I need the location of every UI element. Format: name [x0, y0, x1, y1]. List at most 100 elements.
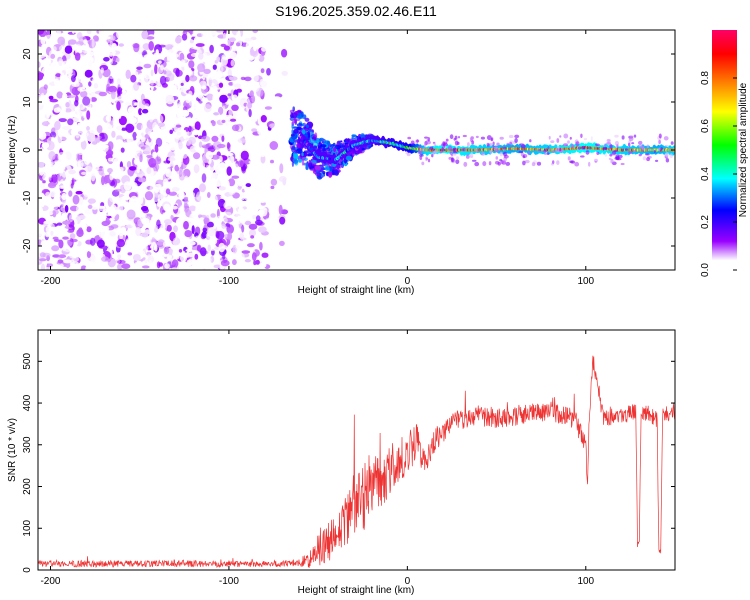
spectrogram-noise-cell [113, 158, 120, 163]
spectrogram-noise-cell [253, 234, 262, 238]
spectrogram-noise-cell [195, 43, 205, 47]
spectrogram-noise-cell [48, 95, 54, 100]
spectrogram-noise-cell [108, 85, 118, 93]
spectrogram-noise-cell [46, 211, 51, 219]
spectrogram-noise-cell [118, 115, 127, 126]
spectrogram-noise-cell [116, 129, 123, 136]
spectrogram-noise-cell [227, 68, 232, 79]
spectrogram-noise-cell [72, 256, 79, 262]
spectrogram-noise-cell [55, 73, 62, 78]
spectrogram-onset-cell [319, 144, 327, 148]
spectrogram-sidelobe-cell [454, 135, 458, 140]
spectrogram-noise-cell [40, 36, 46, 45]
spectrogram-noise-cell [171, 259, 179, 269]
spectrogram-noise-cell [231, 47, 240, 52]
spectrogram-noise-cell [46, 200, 51, 205]
spectrogram-noise-cell [125, 83, 131, 92]
spectrogram-onset-cell [296, 126, 302, 131]
spectrogram-noise-cell [231, 175, 240, 179]
spectrogram-sidelobe-cell [417, 150, 423, 155]
spectrogram-noise-cell [279, 163, 284, 174]
spectrogram-noise-cell [194, 253, 199, 260]
spectrogram-noise-cell [64, 205, 69, 213]
spectrogram-onset-cell [314, 172, 322, 177]
spectrogram-noise-cell [66, 177, 72, 186]
spectrogram-noise-cell [258, 183, 265, 188]
spectrogram-sidelobe-cell [550, 140, 555, 144]
spectrogram-noise-cell [38, 61, 41, 68]
spectrogram-sidelobe-cell [670, 141, 674, 145]
spectrogram-noise-cell [272, 105, 277, 114]
spectrogram-noise-cell [260, 152, 266, 158]
spectrogram-noise-cell [239, 232, 245, 240]
spectrogram-noise-cell [81, 223, 88, 231]
spectrogram-noise-cell [282, 177, 287, 186]
spectrogram-noise-cell [216, 143, 226, 149]
spectrogram-noise-cell [260, 154, 266, 164]
spectrogram-sidelobe-cell [455, 159, 460, 165]
spectrogram-noise-cell [228, 187, 236, 196]
spectrogram-onset-cell [317, 147, 324, 150]
spectrogram-noise-cell [223, 45, 230, 51]
spectrogram-noise-cell [183, 122, 191, 127]
spectrogram-noise-cell [192, 129, 200, 136]
spectrogram-noise-cell [278, 204, 283, 215]
spectrogram-noise-cell [241, 164, 247, 174]
spectrogram-noise-cell [221, 119, 226, 123]
spectrogram-noise-cell [258, 264, 264, 270]
spectrogram-noise-cell [109, 137, 113, 142]
spectrogram-sidelobe-cell [580, 155, 585, 158]
spectrogram-noise-cell [77, 159, 84, 169]
spectrogram-noise-cell [102, 210, 107, 220]
spectrogram-noise-cell [80, 140, 87, 150]
spectrogram-noise-cell [260, 115, 267, 123]
spectrogram-noise-cell [167, 33, 172, 38]
spectrogram-noise-cell [53, 160, 61, 165]
spectrogram-noise-cell [76, 204, 85, 215]
spectrogram-sidelobe-cell [663, 136, 669, 141]
spectrogram-noise-cell [123, 181, 132, 191]
spectrogram-noise-cell [228, 109, 234, 116]
spectrogram-noise-cell [62, 247, 66, 252]
spectrogram-noise-cell [264, 106, 272, 110]
spectrogram-sidelobe-cell [581, 145, 586, 150]
spectrogram-noise-cell [107, 257, 116, 268]
figure-title: S196.2025.359.02.46.E11 [275, 3, 437, 19]
spectrogram-noise-cell [113, 171, 120, 180]
spectrogram-sidelobe-cell [665, 158, 670, 163]
spectrogram-noise-cell [118, 166, 124, 173]
spectrogram-onset-cell [331, 169, 339, 174]
spectrogram-onset-cell [334, 145, 341, 150]
spectrogram-noise-cell [115, 57, 120, 63]
spectrogram-noise-cell [98, 207, 107, 212]
spectrogram-noise-cell [211, 85, 218, 92]
spectrogram-sidelobe-cell [620, 162, 625, 166]
spectrogram-onset-cell [308, 159, 312, 166]
spectrogram-noise-cell [118, 43, 125, 47]
spectrogram-noise-cell [212, 93, 218, 103]
spectrogram-noise-cell [214, 246, 220, 250]
spectrogram-noise-cell [144, 103, 150, 109]
spectrogram-noise-cell [61, 145, 70, 152]
spectrogram-noise-cell [55, 186, 60, 193]
colorbar-tick-label: 0.0 [700, 263, 711, 277]
spectrogram-noise-cell [146, 166, 152, 175]
spectrogram-noise-cell [48, 176, 52, 181]
spectrogram-noise-cell [102, 36, 111, 40]
spectrogram-noise-cell [259, 139, 265, 148]
spectrogram-noise-cell [235, 31, 241, 38]
spectrogram-noise-cell [107, 168, 113, 173]
spectrogram-noise-cell [128, 117, 137, 124]
spectrogram-noise-cell [241, 250, 251, 254]
spectrogram-sidelobe-cell [658, 133, 662, 139]
spectrogram-noise-cell [147, 111, 154, 119]
spectrogram-noise-cell [230, 118, 237, 122]
spectrogram-sidelobe-cell [646, 144, 649, 149]
spectrogram-noise-cell [270, 214, 278, 222]
spectrogram-sidelobe-cell [456, 156, 460, 160]
spectrogram-noise-cell [75, 190, 83, 195]
spectrogram-noise-cell [171, 84, 178, 95]
spectrogram-noise-cell [149, 131, 158, 140]
spectrogram-noise-cell [260, 46, 268, 52]
